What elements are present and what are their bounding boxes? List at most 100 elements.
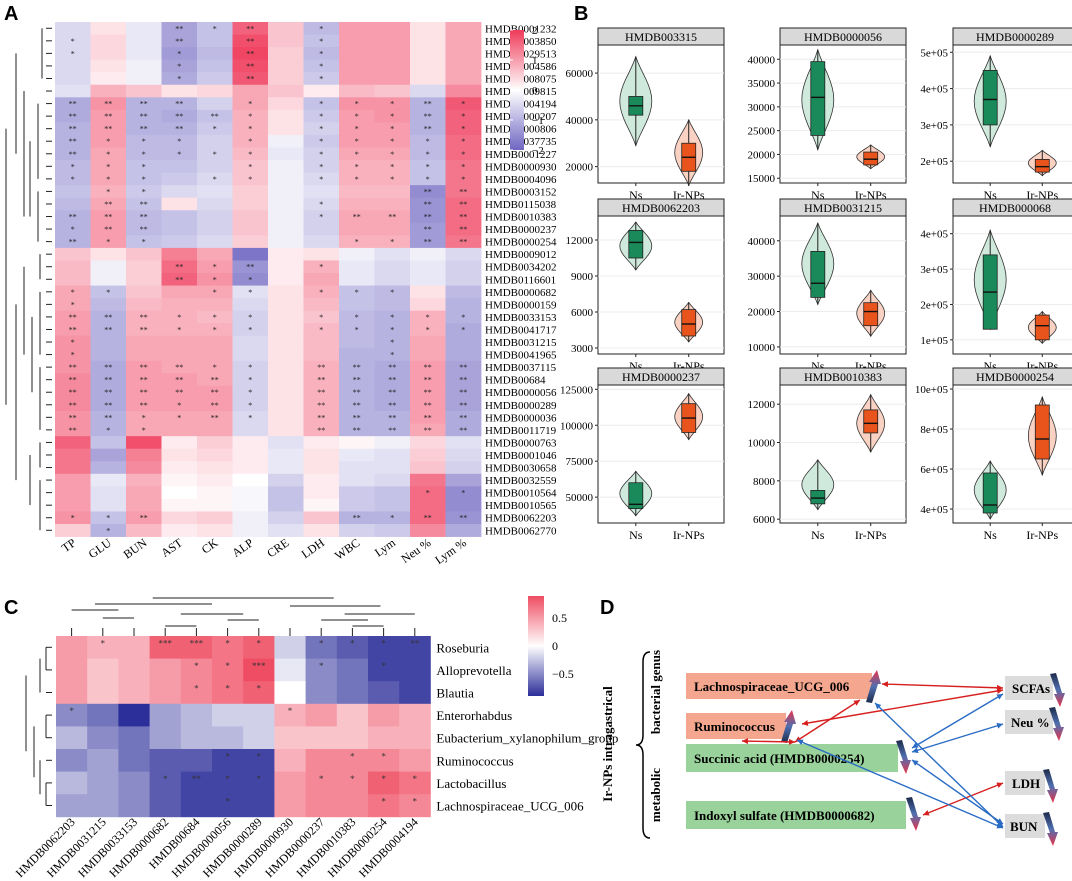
heatmap-a-cell [90, 210, 127, 224]
violin-ytick-label: 50000 [566, 492, 594, 504]
heatmap-a-cell [374, 348, 411, 362]
heatmap-a-cell [374, 197, 411, 211]
heatmap-a-cell [445, 34, 482, 48]
heatmap-a-sig: * [248, 137, 252, 146]
heatmap-a-cell [268, 235, 304, 249]
heatmap-a-cell [90, 59, 127, 73]
heatmap-a-sig: * [355, 325, 359, 334]
heatmap-a-sig: * [177, 413, 181, 422]
heatmap-a-cell [161, 360, 198, 374]
arrow-down-succinic [896, 740, 911, 774]
heatmap-a-cell [90, 473, 127, 487]
heatmap-a-sig: ** [317, 413, 325, 422]
heatmap-a-cell [445, 411, 482, 424]
heatmap-a-cell [303, 260, 340, 274]
heatmap-a-sig: ** [459, 200, 467, 209]
heatmap-a-sig: * [390, 100, 394, 109]
heatmap-a-sig: * [319, 62, 323, 71]
heatmap-a-sig: * [319, 200, 323, 209]
heatmap-a-cell [55, 235, 91, 249]
heatmap-a-cell [232, 34, 269, 48]
heatmap-a-row-label: HMDB0116601 [485, 274, 556, 286]
heatmap-a-row-label: HMDB0000056 [485, 387, 557, 399]
heatmap-a-cell [232, 373, 269, 387]
heatmap-a-cell [232, 461, 269, 475]
heatmap-a-sig: ** [424, 401, 432, 410]
heatmap-a-cell [197, 335, 233, 349]
heatmap-a-cell [268, 134, 304, 148]
heatmap-a-sig: * [355, 288, 359, 297]
heatmap-c-cell [399, 681, 431, 705]
heatmap-a-cell [90, 84, 127, 98]
heatmap-c-cell [399, 703, 431, 727]
violin-ytick-label: 40000 [566, 115, 594, 127]
heatmap-a-cell [55, 524, 91, 537]
heatmap-a-cell [339, 461, 375, 475]
heatmap-a-cell [197, 436, 233, 450]
violin-ytick-label: 25000 [748, 126, 776, 138]
heatmap-c-cell [118, 703, 150, 727]
heatmap-a-cell [232, 59, 269, 73]
heatmap-a-cell [303, 273, 340, 286]
violin-title: HMDB0010383 [804, 370, 882, 384]
heatmap-a-sig: ** [388, 363, 396, 372]
heatmap-a-sig: * [390, 150, 394, 159]
heatmap-c-cell [87, 681, 119, 705]
heatmap-a-sig: * [142, 413, 146, 422]
heatmap-a-cell [232, 348, 269, 362]
heatmap-c-cell [274, 658, 306, 682]
heatmap-a-col-label: BUN [121, 535, 150, 561]
heatmap-a-cell [197, 310, 233, 324]
heatmap-a-sig: * [248, 275, 252, 284]
heatmap-a-sig: * [390, 338, 394, 347]
heatmap-a-cell [90, 373, 127, 387]
heatmap-a-sig: * [390, 162, 394, 171]
heatmap-a-cell [268, 247, 304, 261]
heatmap-c-cell [118, 658, 150, 682]
heatmap-a-row-label: HMDB0041965 [485, 350, 557, 362]
violin-plot-area [952, 384, 1072, 524]
heatmap-a-sig: ** [424, 426, 432, 435]
heatmap-a-cell [268, 59, 304, 73]
heatmap-a-cell [303, 498, 340, 512]
heatmap-a-cell [197, 411, 233, 424]
heatmap-a-cell [374, 461, 411, 475]
heatmap-a-cell [339, 273, 375, 286]
heatmap-a-cell [161, 84, 198, 98]
heatmap-a-cell [90, 134, 127, 148]
heatmap-a-sig: ** [388, 213, 396, 222]
heatmap-a-sig: ** [424, 363, 432, 372]
heatmap-a-cell [445, 373, 482, 387]
violin-box [628, 482, 644, 510]
heatmap-c-cell [56, 771, 88, 795]
heatmap-c-cell [87, 794, 119, 818]
heatmap-c-cell [368, 726, 400, 750]
violin-ytick-label: 10000 [748, 342, 776, 354]
heatmap-a-sig: ** [140, 401, 148, 410]
heatmap-a-sig: ** [175, 263, 183, 272]
heatmap-a-cell [232, 335, 269, 349]
heatmap-a-cell [232, 247, 269, 261]
heatmap-a-cell [410, 461, 446, 475]
heatmap-a-cell [268, 411, 304, 424]
heatmap-a-cell [445, 385, 482, 399]
heatmap-a-sig: ** [140, 313, 148, 322]
heatmap-a-cell [126, 109, 162, 123]
heatmap-a-cell [126, 511, 162, 525]
panel-label-a: A [4, 3, 18, 25]
heatmap-a-sig: * [106, 426, 110, 435]
heatmap-a-row-label: HMDB0000763 [485, 437, 557, 449]
heatmap-a-cell [268, 498, 304, 512]
heatmap-c-cell [336, 771, 369, 795]
heatmap-a-sig: * [213, 275, 217, 284]
heatmap-a-col-label: WBC [332, 536, 362, 563]
heatmap-a-cell [445, 398, 482, 412]
heatmap-a-sig: ** [175, 363, 183, 372]
heatmap-a-cell [197, 273, 233, 286]
heatmap-c-cell [149, 636, 182, 659]
heatmap-c-sig: * [257, 774, 262, 784]
heatmap-a-cell [410, 360, 446, 374]
heatmap-a-cell [161, 47, 198, 61]
node-lachnospiraceae-label: Lachnospiraceae_UCG_006 [694, 679, 850, 694]
